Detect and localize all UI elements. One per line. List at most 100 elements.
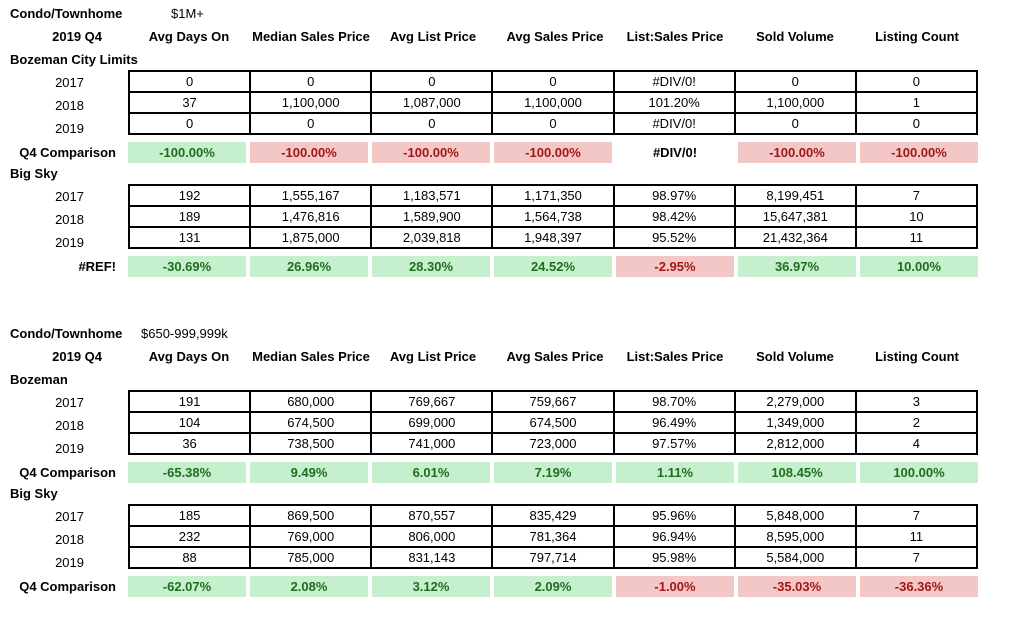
comparison-row-cells: -30.69% 26.96% 28.30% 24.52% -2.95% 36.97% 10.… bbox=[128, 256, 978, 277]
table-row: 104 674,500 699,000 674,500 96.49% 1,349,000 2 bbox=[127, 411, 979, 434]
data-cell: 835,429 bbox=[491, 504, 615, 527]
data-cell: 11 bbox=[854, 525, 979, 548]
data-cell: 0 bbox=[370, 70, 494, 93]
data-cell: 185 bbox=[127, 504, 252, 527]
data-grid: 191 680,000 769,667 759,667 98.70% 2,279,000 3… bbox=[127, 390, 979, 455]
comparison-label: Q4 Comparison bbox=[19, 465, 116, 480]
table-row: 0 0 0 0 #DIV/0! 0 0 bbox=[127, 70, 979, 93]
comparison-row-cells: -100.00% -100.00% -100.00% -100.00% #DIV/0! -… bbox=[128, 142, 978, 163]
data-cell: 0 bbox=[127, 112, 252, 135]
data-cell: 1,100,000 bbox=[249, 91, 373, 114]
table-row: 36 738,500 741,000 723,000 97.57% 2,812,000 4 bbox=[127, 432, 979, 455]
data-cell: 0 bbox=[491, 112, 615, 135]
data-cell: 1,100,000 bbox=[491, 91, 615, 114]
comparison-label: Q4 Comparison bbox=[19, 145, 116, 160]
data-cell: 0 bbox=[249, 70, 373, 93]
property-type: Condo/Townhome bbox=[10, 326, 123, 341]
area-label: Big Sky bbox=[10, 486, 58, 501]
data-cell: 0 bbox=[370, 112, 494, 135]
comparison-cell: 7.19% bbox=[494, 462, 612, 483]
data-cell: 131 bbox=[127, 226, 252, 249]
table-row: 0 0 0 0 #DIV/0! 0 0 bbox=[127, 112, 979, 135]
year-label: 2018 bbox=[55, 532, 84, 547]
data-cell: 5,848,000 bbox=[733, 504, 857, 527]
data-cell: 759,667 bbox=[491, 390, 615, 413]
year-label: 2019 bbox=[55, 555, 84, 570]
comparison-cell: -35.03% bbox=[738, 576, 856, 597]
data-cell: 0 bbox=[733, 70, 857, 93]
data-cell: 1,564,738 bbox=[491, 205, 615, 228]
year-label: 2019 bbox=[55, 235, 84, 250]
column-header: Listing Count bbox=[875, 349, 959, 364]
table-row: 185 869,500 870,557 835,429 95.96% 5,848,000 7 bbox=[127, 504, 979, 527]
comparison-label: #REF! bbox=[78, 259, 116, 274]
column-header: List:Sales Price bbox=[626, 349, 724, 364]
data-cell: 870,557 bbox=[370, 504, 494, 527]
year-label: 2018 bbox=[55, 418, 84, 433]
comparison-cell: -62.07% bbox=[128, 576, 246, 597]
price-range: $1M+ bbox=[171, 6, 204, 21]
data-cell: 104 bbox=[127, 411, 252, 434]
comparison-cell: 36.97% bbox=[738, 256, 856, 277]
data-cell: 2 bbox=[854, 411, 979, 434]
data-cell: 96.49% bbox=[612, 411, 736, 434]
data-cell: 95.96% bbox=[612, 504, 736, 527]
data-cell: 1,087,000 bbox=[370, 91, 494, 114]
data-cell: 10 bbox=[854, 205, 979, 228]
comparison-row: -62.07% 2.08% 3.12% 2.09% -1.00% -35.03% -36.3… bbox=[124, 576, 982, 597]
area-label: Bozeman City Limits bbox=[10, 52, 138, 67]
data-cell: 1,183,571 bbox=[370, 184, 494, 207]
data-grid: 192 1,555,167 1,183,571 1,171,350 98.97% 8,19… bbox=[127, 184, 979, 249]
data-cell: 3 bbox=[854, 390, 979, 413]
data-cell: 1,171,350 bbox=[491, 184, 615, 207]
data-cell: 11 bbox=[854, 226, 979, 249]
data-cell: 95.52% bbox=[612, 226, 736, 249]
year-label: 2017 bbox=[55, 509, 84, 524]
data-cell: 98.70% bbox=[612, 390, 736, 413]
data-cell: 1,555,167 bbox=[249, 184, 373, 207]
data-cell: 869,500 bbox=[249, 504, 373, 527]
data-cell: 1,476,816 bbox=[249, 205, 373, 228]
column-header: Listing Count bbox=[875, 29, 959, 44]
comparison-cell: -100.00% bbox=[128, 142, 246, 163]
year-label: 2018 bbox=[55, 212, 84, 227]
data-cell: 2,279,000 bbox=[733, 390, 857, 413]
column-header: Median Sales Price bbox=[252, 349, 370, 364]
comparison-cell: -36.36% bbox=[860, 576, 978, 597]
year-label: 2019 bbox=[55, 121, 84, 136]
table-row: 189 1,476,816 1,589,900 1,564,738 98.42% 15,6… bbox=[127, 205, 979, 228]
table-row: 88 785,000 831,143 797,714 95.98% 5,584,000 7 bbox=[127, 546, 979, 569]
data-cell: 192 bbox=[127, 184, 252, 207]
data-cell: 5,584,000 bbox=[733, 546, 857, 569]
comparison-cell: -100.00% bbox=[250, 142, 368, 163]
area-label: Big Sky bbox=[10, 166, 58, 181]
data-cell: 88 bbox=[127, 546, 252, 569]
data-cell: 674,500 bbox=[491, 411, 615, 434]
data-cell: 7 bbox=[854, 184, 979, 207]
data-cell: 15,647,381 bbox=[733, 205, 857, 228]
data-cell: 7 bbox=[854, 546, 979, 569]
comparison-cell: 26.96% bbox=[250, 256, 368, 277]
data-cell: 831,143 bbox=[370, 546, 494, 569]
data-cell: 189 bbox=[127, 205, 252, 228]
data-cell: 95.98% bbox=[612, 546, 736, 569]
data-cell: 1,875,000 bbox=[249, 226, 373, 249]
data-cell: 97.57% bbox=[612, 432, 736, 455]
column-header: Avg Sales Price bbox=[506, 29, 604, 44]
data-cell: 98.97% bbox=[612, 184, 736, 207]
column-header: Avg Days On bbox=[148, 349, 230, 364]
data-cell: 98.42% bbox=[612, 205, 736, 228]
data-cell: 680,000 bbox=[249, 390, 373, 413]
data-cell: 769,667 bbox=[370, 390, 494, 413]
data-cell: 1 bbox=[854, 91, 979, 114]
data-grid: 185 869,500 870,557 835,429 95.96% 5,848,000 7… bbox=[127, 504, 979, 569]
data-cell: 0 bbox=[491, 70, 615, 93]
year-label: 2018 bbox=[55, 98, 84, 113]
data-cell: 232 bbox=[127, 525, 252, 548]
comparison-cell: 2.09% bbox=[494, 576, 612, 597]
data-cell: 1,589,900 bbox=[370, 205, 494, 228]
property-type: Condo/Townhome bbox=[10, 6, 123, 21]
column-header: Sold Volume bbox=[756, 349, 834, 364]
period-label: 2019 Q4 bbox=[52, 349, 102, 364]
data-cell: 96.94% bbox=[612, 525, 736, 548]
